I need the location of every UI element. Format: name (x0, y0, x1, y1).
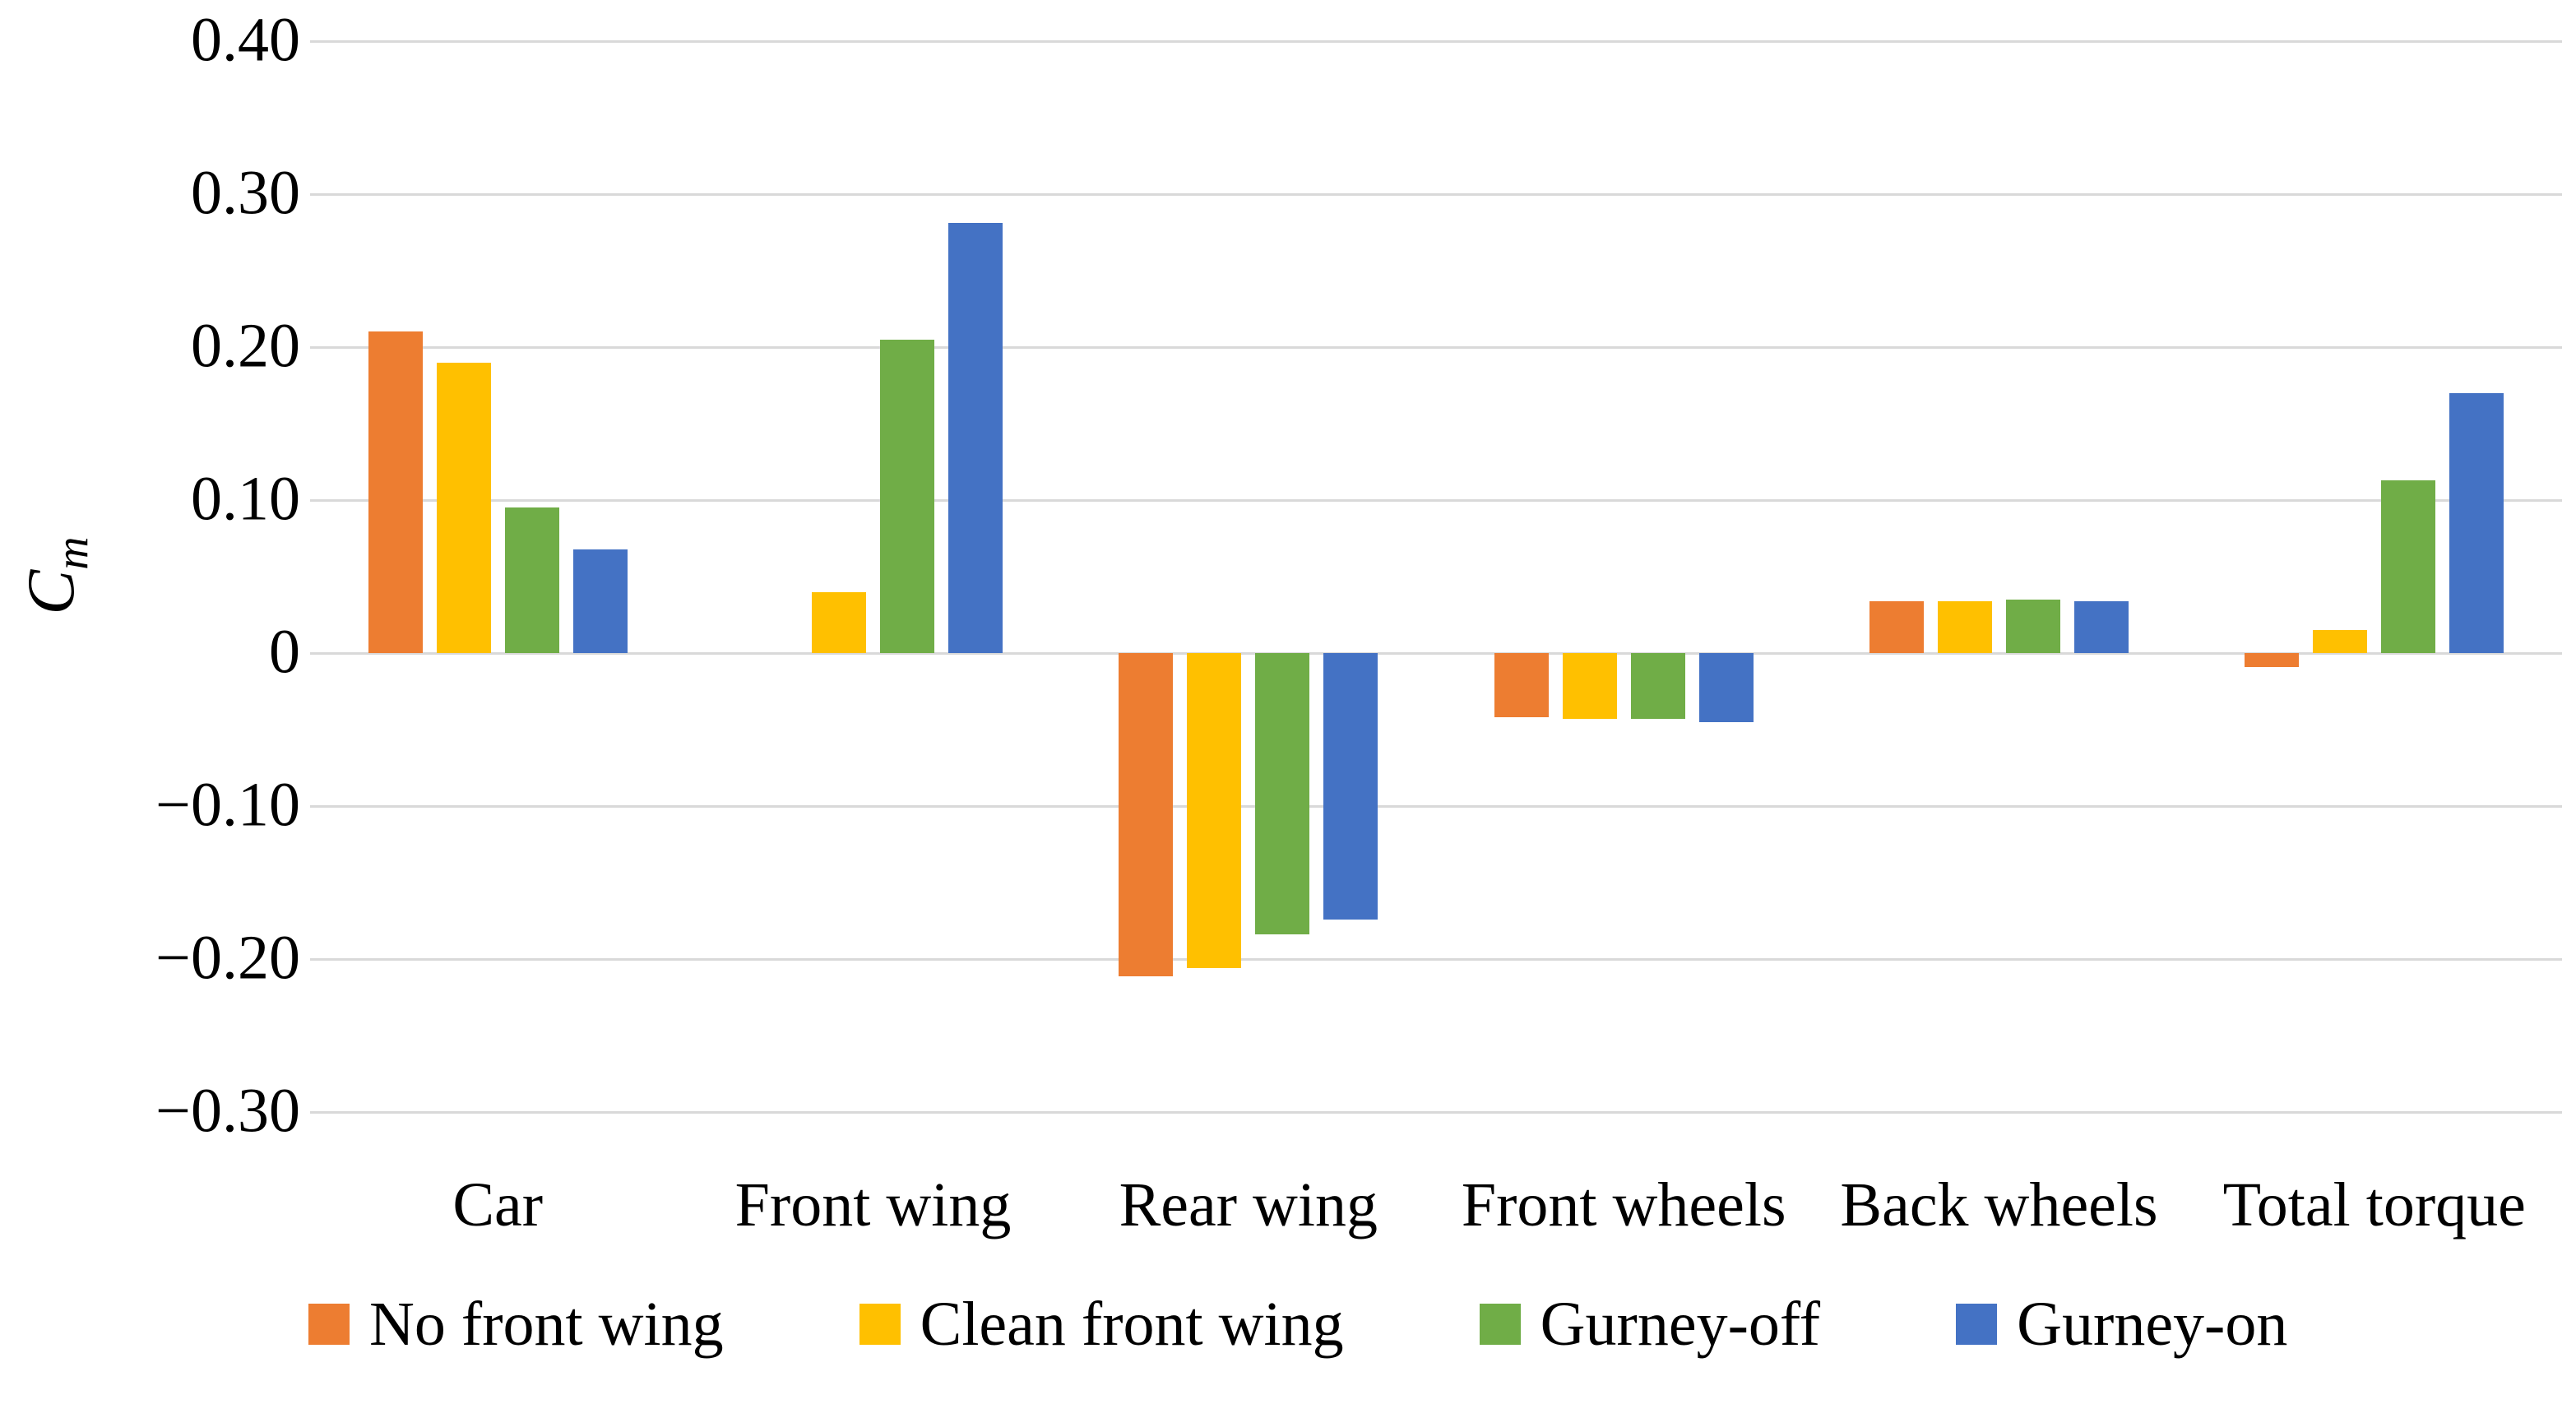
bar-no-front-wing-car (368, 331, 423, 653)
legend-swatch-clean-front-wing (859, 1304, 901, 1345)
legend-label: Gurney-off (1540, 1290, 1821, 1359)
legend-swatch-gurney-on (1956, 1304, 1998, 1345)
bar-clean-front-wing-total-torque (2313, 630, 2368, 653)
bar-gurney-on-car (572, 549, 628, 653)
legend-swatch-no-front-wing (308, 1304, 350, 1345)
y-tick-label: 0.40 (191, 5, 300, 75)
x-category-label-rear-wing: Rear wing (1119, 1170, 1378, 1240)
y-tick-label: 0.30 (191, 158, 300, 228)
legend-swatch-gurney-off (1479, 1304, 1521, 1345)
x-category-label-back-wheels: Back wheels (1840, 1170, 2158, 1240)
legend-label: Clean front wing (920, 1290, 1344, 1359)
legend-item-gurney-off: Gurney-off (1479, 1290, 1821, 1359)
bar-gurney-off-rear-wing (1255, 653, 1310, 935)
bar-gurney-on-rear-wing (1323, 653, 1378, 920)
bar-no-front-wing-rear-wing (1119, 653, 1174, 976)
bar-gurney-on-back-wheels (2074, 600, 2129, 653)
y-tick-label: −0.20 (155, 923, 300, 993)
bar-clean-front-wing-front-wheels (1562, 653, 1617, 719)
y-tick-label: 0 (269, 617, 300, 687)
bar-clean-front-wing-front-wing (812, 591, 866, 653)
bar-gurney-on-total-torque (2449, 392, 2504, 653)
legend-label: No front wing (369, 1290, 724, 1359)
y-axis-title-main: C (13, 569, 88, 615)
bar-clean-front-wing-back-wheels (1938, 600, 1992, 653)
x-category-label-front-wing: Front wing (734, 1170, 1012, 1240)
legend-item-no-front-wing: No front wing (308, 1293, 724, 1355)
legend-label: Gurney-on (2017, 1290, 2288, 1359)
bar-no-front-wing-front-wheels (1494, 653, 1549, 718)
y-tick-label: 0.20 (191, 311, 300, 381)
gridline (310, 804, 2562, 808)
y-axis-title-subscript: m (47, 536, 99, 570)
y-tick-label: −0.30 (155, 1076, 300, 1146)
gridline (310, 498, 2562, 502)
gridline (310, 39, 2562, 43)
y-tick-label: 0.10 (191, 464, 300, 534)
x-category-label-front-wheels: Front wheels (1461, 1170, 1786, 1240)
bar-gurney-off-front-wing (880, 339, 934, 653)
y-tick-label: −0.10 (155, 770, 300, 840)
gridline (310, 192, 2562, 196)
gridline (310, 957, 2562, 961)
bar-gurney-off-total-torque (2381, 480, 2436, 653)
x-category-label-car: Car (452, 1170, 544, 1240)
legend-item-clean-front-wing: Clean front wing (859, 1293, 1344, 1355)
bar-gurney-off-back-wheels (2006, 599, 2060, 653)
legend-item-gurney-on: Gurney-on (1956, 1293, 2287, 1355)
bar-clean-front-wing-car (436, 362, 491, 653)
gridline (310, 651, 2562, 655)
bar-no-front-wing-back-wheels (1869, 600, 1924, 653)
bar-gurney-off-front-wheels (1630, 653, 1685, 719)
bar-gurney-on-front-wheels (1698, 653, 1754, 722)
x-category-label-total-torque: Total torque (2222, 1170, 2526, 1240)
bar-gurney-off-car (504, 507, 559, 653)
y-axis-title: Cm (13, 537, 98, 615)
legend: No front wing Clean front wing Gurney-off G… (308, 1293, 2287, 1355)
gridline (310, 345, 2562, 349)
bar-gurney-on-front-wing (948, 223, 1003, 653)
gridline (310, 1110, 2562, 1114)
bar-no-front-wing-total-torque (2245, 653, 2300, 667)
bar-clean-front-wing-rear-wing (1187, 653, 1242, 969)
